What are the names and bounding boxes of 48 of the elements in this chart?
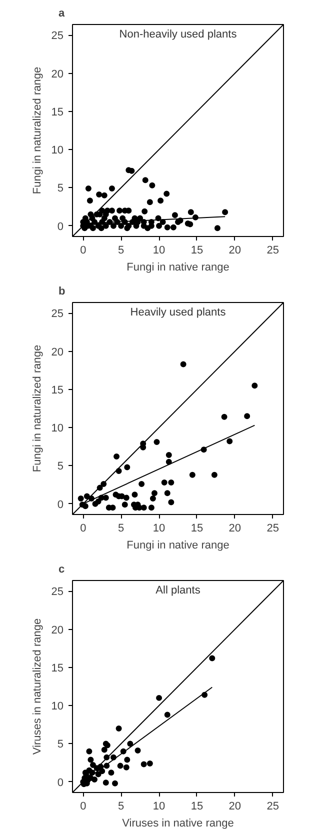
x-tick-label: 5 [118, 800, 124, 812]
y-tick-label: 25 [51, 30, 64, 42]
y-tick-label: 0 [57, 220, 64, 233]
y-tick-label: 20 [51, 346, 64, 358]
y-axis-title: Fungi in naturalized range [31, 344, 44, 472]
y-tick-label: 5 [57, 460, 64, 473]
x-tick-label: 0 [80, 522, 86, 534]
y-tick-label: 10 [51, 422, 64, 435]
y-tick-label: 15 [51, 662, 64, 674]
x-tick-label: 15 [190, 244, 204, 256]
y-tick-label: 10 [51, 144, 64, 157]
x-axis-title: Fungi in native range [126, 540, 230, 552]
x-tick-label: 10 [152, 244, 166, 256]
y-tick-label: 5 [57, 182, 64, 195]
chart-title: b [58, 286, 66, 298]
y-tick-label: 15 [51, 106, 64, 118]
annotation: Heavily used plants [130, 306, 226, 318]
x-tick-label: 5 [118, 522, 124, 534]
x-tick-label: 25 [266, 800, 280, 812]
x-tick-label: 20 [228, 522, 242, 534]
x-tick-label: 10 [152, 522, 166, 534]
y-tick-label: 0 [57, 498, 64, 511]
x-tick-label: 20 [228, 244, 242, 256]
x-tick-label: 0 [80, 800, 86, 812]
x-axis-title: Fungi in native range [126, 262, 230, 274]
y-tick-label: 0 [57, 776, 64, 789]
x-tick-label: 20 [228, 800, 242, 812]
y-tick-label: 15 [51, 384, 64, 396]
y-axis-title: Viruses in naturalized range [31, 618, 44, 755]
x-tick-label: 15 [190, 800, 204, 812]
annotation: Non-heavily used plants [119, 28, 238, 40]
x-tick-label: 25 [266, 244, 280, 256]
y-tick-label: 10 [51, 700, 64, 713]
x-tick-label: 0 [80, 244, 86, 256]
annotation: All plants [156, 584, 201, 596]
chart-title: a [58, 8, 66, 20]
y-tick-label: 25 [51, 586, 64, 598]
y-tick-label: 5 [57, 738, 64, 751]
y-tick-label: 20 [51, 624, 64, 636]
x-tick-label: 10 [152, 800, 166, 812]
y-axis-title: Fungi in naturalized range [31, 66, 44, 194]
y-tick-label: 25 [51, 308, 64, 320]
x-tick-label: 25 [266, 522, 280, 534]
x-axis-title: Viruses in native range [122, 818, 234, 830]
x-tick-label: 15 [190, 522, 204, 534]
y-tick-label: 20 [51, 68, 64, 80]
x-tick-label: 5 [118, 244, 124, 256]
chart-title: c [58, 564, 65, 576]
